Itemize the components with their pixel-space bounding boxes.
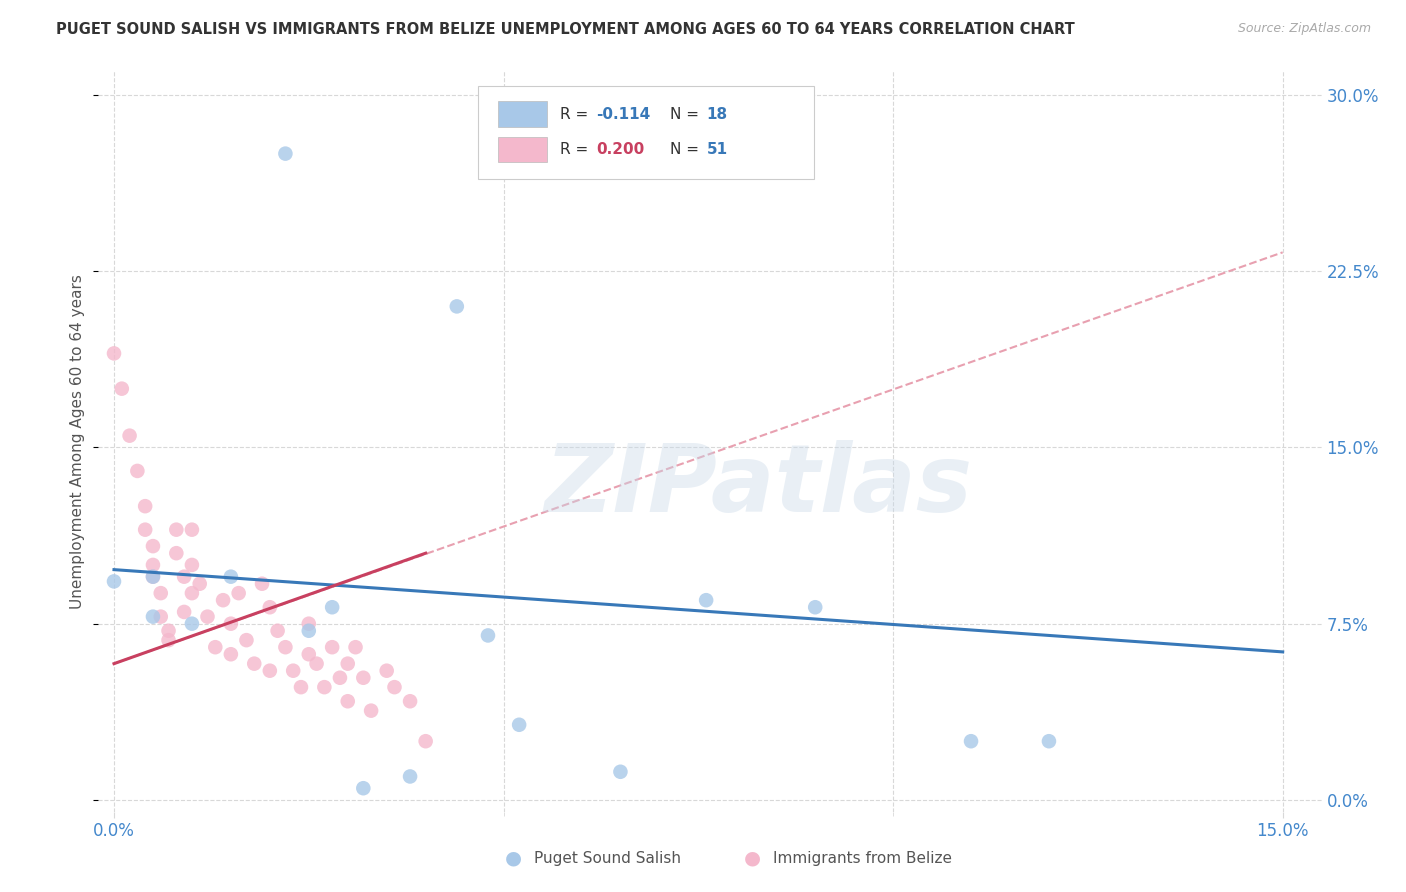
Point [804,600,827,615]
Point [243,657,266,671]
Point [173,570,195,584]
Point [142,570,165,584]
Point [118,428,141,442]
Point [180,558,202,572]
Point [609,764,631,779]
Point [165,523,187,537]
Point [446,299,468,313]
Point [336,657,359,671]
Point [157,633,180,648]
Point [960,734,983,748]
Point [274,640,297,655]
Point [1038,734,1060,748]
Point [142,570,165,584]
Point [298,647,321,661]
Point [103,574,125,589]
Point [173,605,195,619]
Point [111,382,134,396]
Point [142,539,165,553]
Point [204,640,226,655]
Point [329,671,352,685]
Text: R =: R = [560,143,593,157]
Point [298,616,321,631]
Point [180,523,202,537]
Point [695,593,717,607]
Point [508,718,530,732]
Text: 51: 51 [706,143,727,157]
Point [415,734,437,748]
Text: Source: ZipAtlas.com: Source: ZipAtlas.com [1237,22,1371,36]
Point [344,640,367,655]
Text: Puget Sound Salish: Puget Sound Salish [534,851,682,865]
Point [219,647,242,661]
Text: N =: N = [669,143,703,157]
Point [165,546,187,560]
Text: -0.114: -0.114 [596,107,651,122]
Point [142,558,165,572]
FancyBboxPatch shape [478,87,814,178]
Text: R =: R = [560,107,593,122]
Point [274,146,297,161]
Point [321,600,343,615]
Point [314,680,336,694]
Point [352,671,374,685]
Point [259,600,281,615]
Text: ●: ● [505,848,522,868]
Point [266,624,288,638]
Point [212,593,235,607]
Text: N =: N = [669,107,703,122]
Point [360,704,382,718]
Bar [498,101,547,127]
Point [283,664,305,678]
Point [399,769,422,783]
Text: ●: ● [744,848,761,868]
Point [149,586,172,600]
Point [399,694,422,708]
Point [477,628,499,642]
Text: 0.200: 0.200 [596,143,644,157]
Point [149,609,172,624]
Point [219,570,242,584]
Point [352,781,374,796]
Point [157,624,180,638]
Point [321,640,343,655]
Point [290,680,312,694]
Text: ZIPatlas: ZIPatlas [546,440,973,532]
Bar [498,136,547,162]
Point [259,664,281,678]
Point [103,346,125,360]
Point [305,657,328,671]
Point [180,586,202,600]
Text: Immigrants from Belize: Immigrants from Belize [773,851,952,865]
Text: PUGET SOUND SALISH VS IMMIGRANTS FROM BELIZE UNEMPLOYMENT AMONG AGES 60 TO 64 YE: PUGET SOUND SALISH VS IMMIGRANTS FROM BE… [56,22,1076,37]
Point [142,609,165,624]
Text: 18: 18 [706,107,727,122]
Point [134,523,156,537]
Point [336,694,359,708]
Y-axis label: Unemployment Among Ages 60 to 64 years: Unemployment Among Ages 60 to 64 years [70,274,86,609]
Point [134,499,156,513]
Point [228,586,250,600]
Point [219,616,242,631]
Point [384,680,406,694]
Point [250,576,273,591]
Point [375,664,398,678]
Point [197,609,219,624]
Point [180,616,202,631]
Point [235,633,257,648]
Point [188,576,211,591]
Point [298,624,321,638]
Point [127,464,149,478]
